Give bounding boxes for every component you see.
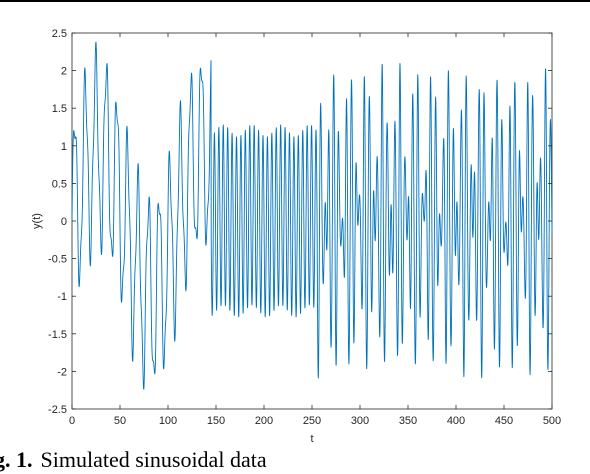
x-tick-label: 350 xyxy=(399,415,417,427)
x-tick-label: 150 xyxy=(207,415,225,427)
caption-text: Simulated sinusoidal data xyxy=(40,447,267,472)
series-line xyxy=(71,41,553,390)
y-tick-label: 1 xyxy=(61,141,67,153)
x-tick-label: 400 xyxy=(447,415,465,427)
x-axis-label: t xyxy=(310,433,313,445)
x-tick-label: 50 xyxy=(114,415,126,427)
y-tick-label: -2 xyxy=(57,366,67,378)
y-tick-label: 0.5 xyxy=(52,178,67,190)
caption-label: g. 1. xyxy=(0,447,33,472)
y-tick-label: -2.5 xyxy=(48,404,67,416)
x-axis: 0 50 100 150 200 250 300 350 400 450 500 xyxy=(69,33,561,427)
y-tick-label: 1.5 xyxy=(52,103,67,115)
y-axis: -2.5 -2 -1.5 -1 -0.5 0 0.5 1 1.5 2 2.5 xyxy=(48,28,552,416)
figure-caption: g. 1. Simulated sinusoidal data xyxy=(0,447,267,473)
x-tick-label: 200 xyxy=(255,415,273,427)
series-layer xyxy=(71,41,553,390)
x-tick-label: 0 xyxy=(69,415,75,427)
line-chart: 0 50 100 150 200 250 300 350 400 450 500 -2.5 -2 -1.… xyxy=(31,28,561,445)
x-tick-label: 450 xyxy=(495,415,513,427)
y-tick-label: -0.5 xyxy=(48,254,67,266)
y-tick-label: -1.5 xyxy=(48,329,67,341)
y-tick-label: 2 xyxy=(61,66,67,78)
x-tick-label: 100 xyxy=(159,415,177,427)
y-tick-label: 0 xyxy=(61,216,67,228)
x-tick-label: 500 xyxy=(543,415,561,427)
x-tick-label: 300 xyxy=(351,415,369,427)
y-tick-label: -1 xyxy=(57,291,67,303)
x-tick-label: 250 xyxy=(303,415,321,427)
y-tick-label: 2.5 xyxy=(52,28,67,40)
y-axis-label: y(t) xyxy=(31,213,43,229)
top-rule xyxy=(0,0,590,2)
